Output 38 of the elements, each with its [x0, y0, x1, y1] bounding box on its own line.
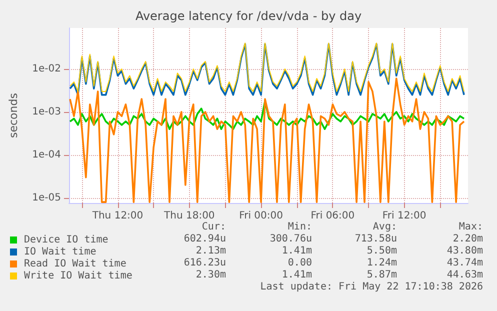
- line-series: [69, 78, 465, 203]
- text: 43.80m: [446, 246, 483, 256]
- text: 300.76u: [270, 234, 312, 244]
- legend-label: Read IO Wait time: [24, 258, 126, 270]
- text: 1.41m: [282, 270, 312, 280]
- text: 2.20m: [452, 234, 483, 244]
- text: 5.50m: [366, 246, 397, 256]
- text: 0.00: [288, 258, 312, 268]
- text: 2.30m: [196, 270, 226, 280]
- text: 2.13m: [196, 246, 226, 256]
- x-tick-label: Thu 12:00: [91, 210, 144, 222]
- y-tick-label: 1e-05: [32, 192, 61, 204]
- text: Max:: [458, 222, 483, 232]
- text: 713.58u: [354, 234, 397, 244]
- x-tick-label: Thu 18:00: [163, 210, 215, 222]
- text: 1.41m: [282, 246, 312, 256]
- legend-label: Device IO time: [24, 234, 108, 246]
- text: 616.23u: [184, 258, 226, 268]
- legend-label: Write IO Wait time: [24, 270, 132, 282]
- y-tick-label: 1e-02: [32, 63, 61, 74]
- chart-title: Average latency for /dev/vda - by day: [135, 9, 362, 23]
- x-tick-label: Fri 06:00: [310, 210, 355, 222]
- text: 5.87m: [366, 270, 397, 280]
- text: Last update: Fri May 22 17:10:38 2026: [260, 282, 484, 292]
- text: 43.74m: [446, 258, 483, 268]
- text: 602.94u: [184, 234, 226, 244]
- legend-label: IO Wait time: [24, 246, 96, 258]
- line-series: [69, 100, 465, 130]
- y-axis-title: seconds: [7, 92, 20, 138]
- y-tick-label: 1e-04: [32, 149, 61, 160]
- text: 44.63m: [446, 270, 483, 280]
- x-tick-label: Fri 12:00: [382, 210, 426, 222]
- text: Avg:: [372, 222, 397, 232]
- x-tick-label: Fri 00:00: [239, 210, 283, 222]
- text: 1.24m: [366, 258, 397, 268]
- y-tick-label: 1e-03: [32, 106, 61, 118]
- text: Cur:: [202, 222, 226, 232]
- text: Min:: [288, 222, 312, 232]
